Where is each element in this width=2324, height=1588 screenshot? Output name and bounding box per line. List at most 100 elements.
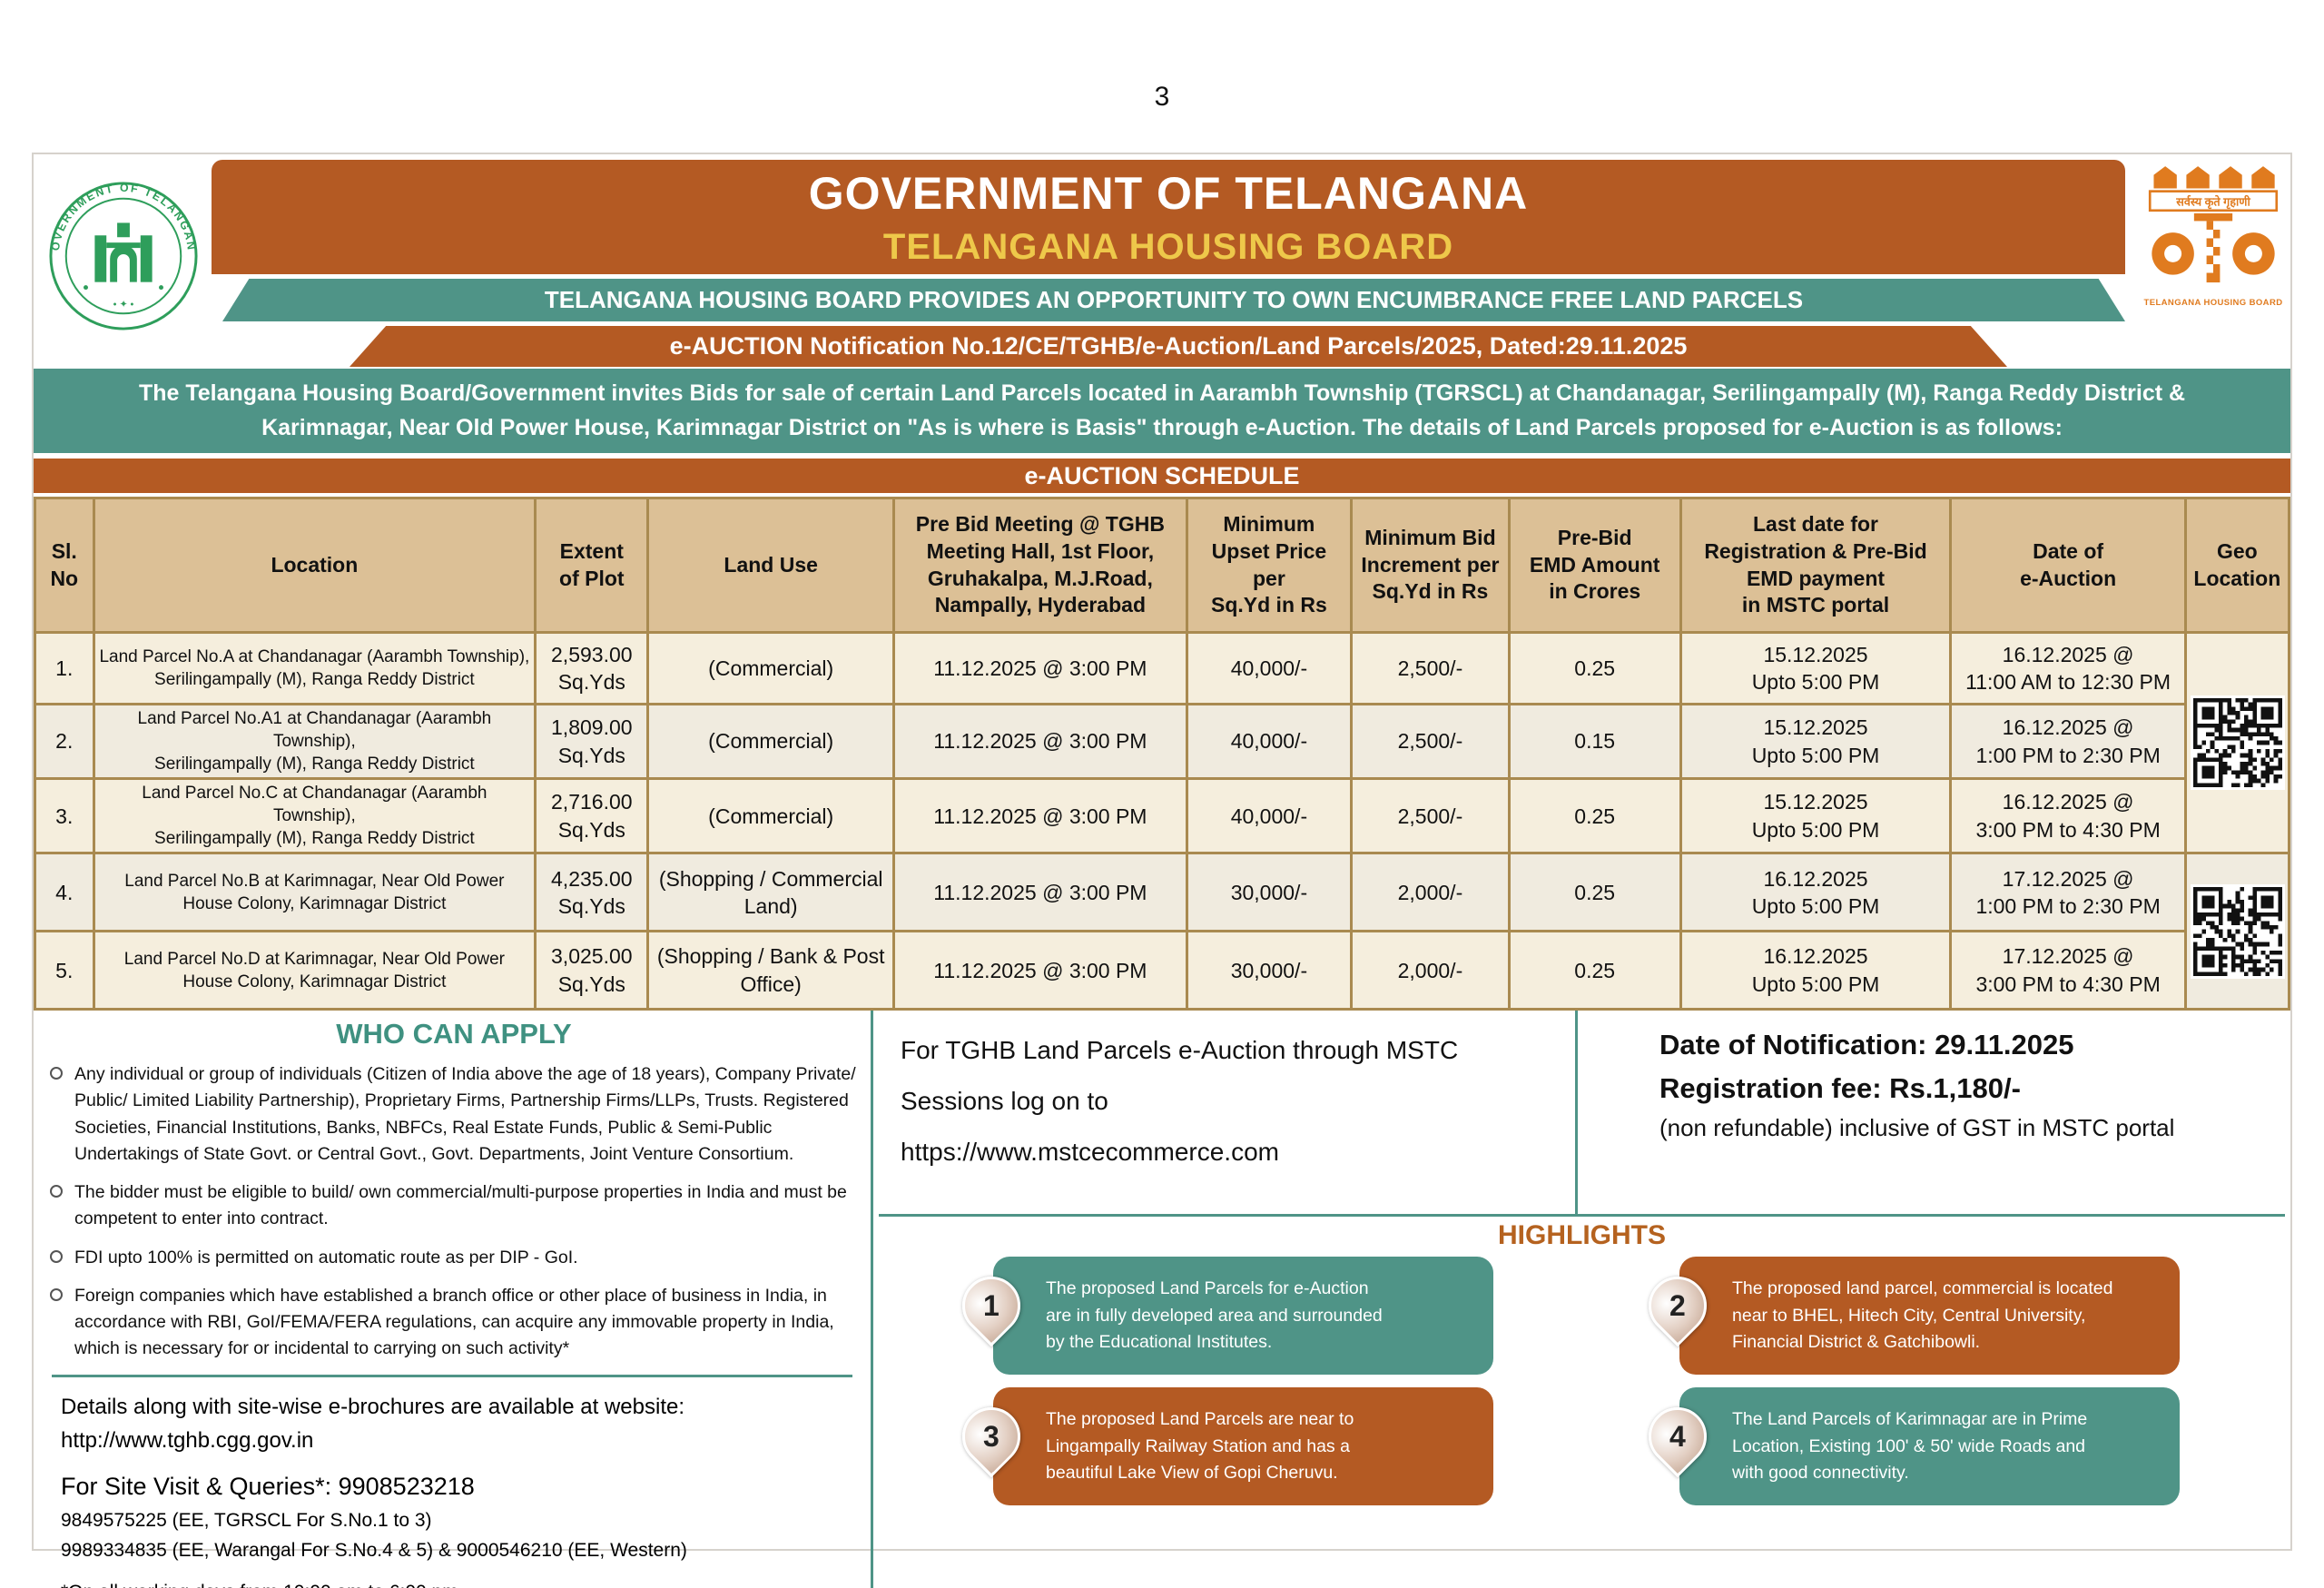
- cell-extent: 1,809.00 Sq.Yds: [534, 702, 650, 781]
- col-auction-date: Date of e-Auction: [1949, 497, 2187, 634]
- header: GOVERNMENT OF TELANGANA • ✦ •: [34, 154, 2290, 369]
- cell-last-date: 15.12.2025 Upto 5:00 PM: [1679, 631, 1953, 705]
- cell-emd: 0.15: [1507, 702, 1682, 781]
- notification-info: Date of Notification: 29.11.2025 Registr…: [1578, 1011, 2290, 1214]
- cell-prebid: 11.12.2025 @ 3:00 PM: [892, 930, 1188, 1011]
- cell-land-use: (Commercial): [646, 702, 895, 781]
- table-row: 5. Land Parcel No.D at Karimnagar, Near …: [34, 930, 2290, 1011]
- cell-prebid: 11.12.2025 @ 3:00 PM: [892, 631, 1188, 705]
- cell-sl: 1.: [34, 631, 95, 705]
- board-title: TELANGANA HOUSING BOARD: [882, 226, 1454, 267]
- who-can-apply-title: WHO CAN APPLY: [336, 1018, 572, 1050]
- schedule-title: e-AUCTION SCHEDULE: [34, 459, 2290, 493]
- notification-text: e-AUCTION Notification No.12/CE/TGHB/e-A…: [669, 332, 1688, 360]
- cell-emd: 0.25: [1507, 777, 1682, 855]
- bullet-text: The bidder must be eligible to build/ ow…: [74, 1182, 847, 1229]
- highlight-text: The proposed land parcel, commercial is …: [1732, 1278, 2113, 1352]
- vertical-divider: [871, 1011, 873, 1588]
- col-geo-location: Geo Location: [2183, 497, 2291, 634]
- monument-icon: [84, 222, 163, 291]
- working-days-footnote: *On all working days from 10:00 am to 6:…: [61, 1582, 858, 1588]
- col-bid-increment: Minimum Bid Increment per Sq.Yd in Rs: [1350, 497, 1511, 634]
- cell-emd: 0.25: [1507, 852, 1682, 933]
- highlight-1: 1 The proposed Land Parcels for e-Auctio…: [950, 1257, 1493, 1376]
- government-title: GOVERNMENT OF TELANGANA: [808, 167, 1529, 219]
- pin-marker-icon: 2: [1636, 1264, 1719, 1347]
- cell-increment: 2,500/-: [1350, 631, 1511, 705]
- list-item: Any individual or group of individuals (…: [50, 1061, 858, 1168]
- notification-date: Date of Notification: 29.11.2025: [1659, 1029, 2074, 1061]
- col-prebid-meeting: Pre Bid Meeting @ TGHB Meeting Hall, 1st…: [892, 497, 1188, 634]
- page-number: 3: [1154, 82, 1170, 112]
- highlights-title: HIGHLIGHTS: [1498, 1220, 1666, 1251]
- highlight-3: 3 The proposed Land Parcels are near to …: [950, 1387, 1493, 1506]
- list-item: Foreign companies which have established…: [50, 1283, 858, 1363]
- cell-location: Land Parcel No.A at Chandanagar (Aarambh…: [92, 631, 537, 705]
- list-item: FDI upto 100% is permitted on automatic …: [50, 1245, 858, 1271]
- cell-location: Land Parcel No.D at Karimnagar, Near Old…: [92, 930, 537, 1011]
- cell-last-date: 16.12.2025 Upto 5:00 PM: [1679, 852, 1953, 933]
- bullet-circle-icon: [50, 1067, 63, 1080]
- col-last-date: Last date for Registration & Pre-Bid EMD…: [1679, 497, 1953, 634]
- cell-extent: 2,716.00 Sq.Yds: [534, 777, 650, 855]
- table-header-row: Sl. No Location Extent of Plot Land Use …: [34, 497, 2291, 634]
- cell-last-date: 16.12.2025 Upto 5:00 PM: [1679, 930, 1953, 1011]
- svg-text:सर्वस्य कृते गृहाणी: सर्वस्य कृते गृहाणी: [2175, 195, 2250, 210]
- who-can-apply-section: WHO CAN APPLY Any individual or group of…: [34, 1011, 871, 1588]
- svg-text:• ✦ •: • ✦ •: [113, 299, 134, 310]
- bullet-circle-icon: [50, 1287, 63, 1301]
- tagline-text: TELANGANA HOUSING BOARD PROVIDES AN OPPO…: [544, 286, 1804, 313]
- table-row: 2. Land Parcel No.A1 at Chandanagar (Aar…: [34, 702, 2290, 781]
- tghb-website-link[interactable]: http://www.tghb.cgg.gov.in: [61, 1427, 314, 1453]
- table-row: 3. Land Parcel No.C at Chandanagar (Aara…: [34, 777, 2290, 855]
- highlights-grid: 1 The proposed Land Parcels for e-Auctio…: [950, 1257, 2180, 1506]
- cell-increment: 2,500/-: [1350, 777, 1511, 855]
- notification-strip: e-AUCTION Notification No.12/CE/TGHB/e-A…: [350, 326, 2007, 367]
- cell-last-date: 15.12.2025 Upto 5:00 PM: [1679, 702, 1953, 781]
- highlight-4: 4 The Land Parcels of Karimnagar are in …: [1636, 1387, 2180, 1506]
- cell-sl: 3.: [34, 777, 95, 855]
- cell-upset: 30,000/-: [1185, 930, 1354, 1011]
- cell-prebid: 11.12.2025 @ 3:00 PM: [892, 777, 1188, 855]
- cell-prebid: 11.12.2025 @ 3:00 PM: [892, 702, 1188, 781]
- cell-location: Land Parcel No.C at Chandanagar (Aarambh…: [92, 777, 537, 855]
- cell-land-use: (Commercial): [646, 777, 895, 855]
- cell-auction-date: 17.12.2025 @ 3:00 PM to 4:30 PM: [1949, 930, 2187, 1011]
- cell-extent: 3,025.00 Sq.Yds: [534, 930, 650, 1011]
- cell-land-use: (Commercial): [646, 631, 895, 705]
- cell-extent: 4,235.00 Sq.Yds: [534, 852, 650, 933]
- pin-marker-icon: 1: [950, 1264, 1033, 1347]
- highlight-text: The proposed Land Parcels are near to Li…: [1046, 1409, 1354, 1483]
- cell-increment: 2,500/-: [1350, 702, 1511, 781]
- highlight-text: The Land Parcels of Karimnagar are in Pr…: [1732, 1409, 2088, 1483]
- cell-prebid: 11.12.2025 @ 3:00 PM: [892, 852, 1188, 933]
- cell-upset: 30,000/-: [1185, 852, 1354, 933]
- cell-upset: 40,000/-: [1185, 777, 1354, 855]
- header-banner: GOVERNMENT OF TELANGANA TELANGANA HOUSIN…: [212, 160, 2125, 274]
- col-upset-price: Minimum Upset Price per Sq.Yd in Rs: [1185, 497, 1354, 634]
- cell-geo-karimnagar: [2183, 852, 2291, 1011]
- cell-emd: 0.25: [1507, 631, 1682, 705]
- cell-auction-date: 16.12.2025 @ 1:00 PM to 2:30 PM: [1949, 702, 2187, 781]
- divider: [52, 1374, 852, 1377]
- qr-code-chandanagar: [2190, 695, 2285, 791]
- bottom-section: WHO CAN APPLY Any individual or group of…: [34, 1011, 2290, 1588]
- cell-upset: 40,000/-: [1185, 631, 1354, 705]
- phone-line-1: 9849575225 (EE, TGRSCL For S.No.1 to 3): [61, 1510, 432, 1532]
- cell-sl: 4.: [34, 852, 95, 933]
- qr-code-karimnagar: [2190, 883, 2285, 979]
- pin-marker-icon: 3: [950, 1395, 1033, 1478]
- col-sl-no: Sl. No: [34, 497, 95, 634]
- right-section: For TGHB Land Parcels e-Auction through …: [873, 1011, 2290, 1588]
- auction-schedule-table: Sl. No Location Extent of Plot Land Use …: [34, 497, 2291, 1011]
- cell-auction-date: 17.12.2025 @ 1:00 PM to 2:30 PM: [1949, 852, 2187, 933]
- col-location: Location: [92, 497, 537, 634]
- thb-logo-caption: TELANGANA HOUSING BOARD: [2143, 298, 2283, 308]
- thb-logo: सर्वस्य कृते गृहाणी TELANGANA HOUSING BO…: [2140, 162, 2287, 369]
- cell-location: Land Parcel No.A1 at Chandanagar (Aaramb…: [92, 702, 537, 781]
- registration-fee: Registration fee: Rs.1,180/-: [1659, 1072, 2021, 1105]
- cell-land-use: (Shopping / Bank & Post Office): [646, 930, 895, 1011]
- cell-upset: 40,000/-: [1185, 702, 1354, 781]
- cell-increment: 2,000/-: [1350, 930, 1511, 1011]
